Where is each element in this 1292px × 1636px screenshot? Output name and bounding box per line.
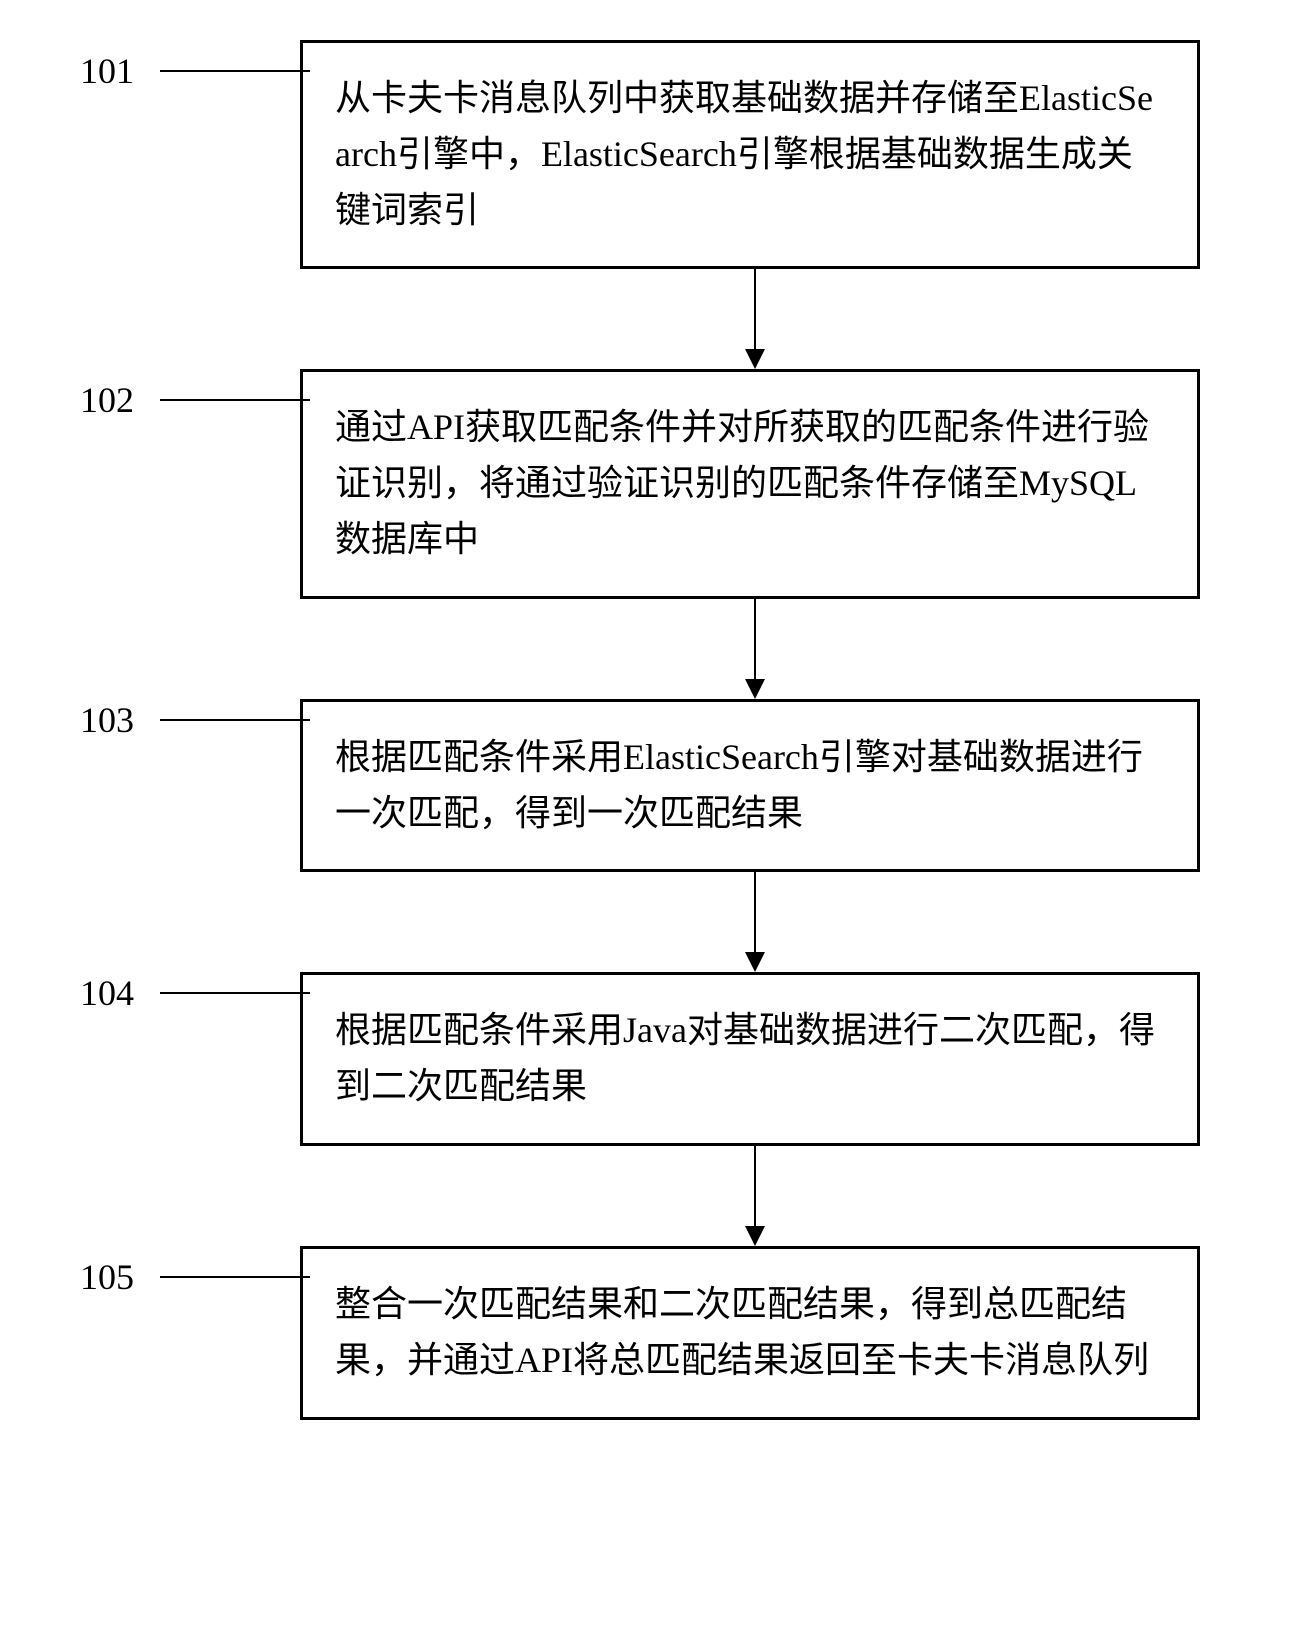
step-label: 104 (80, 972, 134, 1014)
connector-line (160, 399, 310, 401)
step-label: 103 (80, 699, 134, 741)
connector-line (160, 1276, 310, 1278)
arrow-container (20, 1146, 1272, 1246)
flowchart-container: 101 从卡夫卡消息队列中获取基础数据并存储至ElasticSearch引擎中，… (20, 40, 1272, 1420)
flowchart-step: 101 从卡夫卡消息队列中获取基础数据并存储至ElasticSearch引擎中，… (20, 40, 1272, 269)
arrow-down-icon (740, 872, 770, 972)
flowchart-step: 104 根据匹配条件采用Java对基础数据进行二次匹配，得到二次匹配结果 (20, 972, 1272, 1146)
arrow-container (20, 872, 1272, 972)
step-box: 根据匹配条件采用Java对基础数据进行二次匹配，得到二次匹配结果 (300, 972, 1200, 1146)
flowchart-step: 102 通过API获取匹配条件并对所获取的匹配条件进行验证识别，将通过验证识别的… (20, 369, 1272, 598)
arrow-down-icon (740, 1146, 770, 1246)
step-label: 101 (80, 50, 134, 92)
connector-line (160, 719, 310, 721)
step-box: 整合一次匹配结果和二次匹配结果，得到总匹配结果，并通过API将总匹配结果返回至卡… (300, 1246, 1200, 1420)
connector-line (160, 992, 310, 994)
step-label: 105 (80, 1256, 134, 1298)
arrow-down-icon (740, 599, 770, 699)
connector-line (160, 70, 310, 72)
flowchart-step: 105 整合一次匹配结果和二次匹配结果，得到总匹配结果，并通过API将总匹配结果… (20, 1246, 1272, 1420)
step-box: 根据匹配条件采用ElasticSearch引擎对基础数据进行一次匹配，得到一次匹… (300, 699, 1200, 873)
flowchart-step: 103 根据匹配条件采用ElasticSearch引擎对基础数据进行一次匹配，得… (20, 699, 1272, 873)
step-box: 从卡夫卡消息队列中获取基础数据并存储至ElasticSearch引擎中，Elas… (300, 40, 1200, 269)
arrow-container (20, 599, 1272, 699)
step-label: 102 (80, 379, 134, 421)
arrow-down-icon (740, 269, 770, 369)
arrow-container (20, 269, 1272, 369)
step-box: 通过API获取匹配条件并对所获取的匹配条件进行验证识别，将通过验证识别的匹配条件… (300, 369, 1200, 598)
